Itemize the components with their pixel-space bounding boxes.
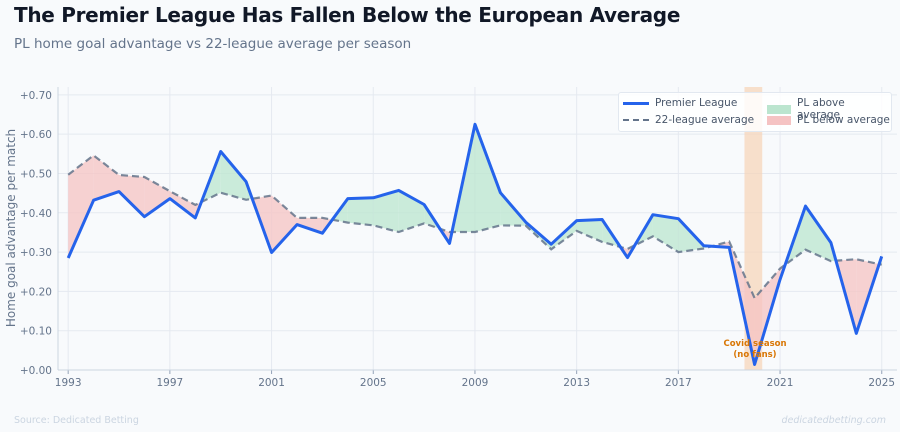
x-tick-label: 2005 — [360, 377, 387, 389]
source-note: Source: Dedicated Betting — [14, 415, 139, 426]
x-tick-label: 1997 — [156, 377, 183, 389]
series-line-22-league-average — [67, 154, 882, 301]
x-tick-label: 2009 — [462, 377, 489, 389]
x-tick-label: 2013 — [563, 377, 590, 389]
fill-above — [475, 124, 501, 232]
fill-below — [297, 217, 323, 234]
legend-label-avg: 22-league average — [655, 114, 755, 126]
legend-item-pl: Premier League — [623, 97, 737, 109]
fill-above — [220, 151, 247, 200]
covid-annotation-line2: (no fans) — [733, 350, 776, 360]
legend-label-pl: Premier League — [655, 97, 738, 109]
fill-below — [119, 175, 145, 217]
legend-swatch-pl — [623, 101, 649, 105]
brand-note: dedicatedbetting.com — [781, 415, 886, 426]
legend-swatch-above — [767, 104, 791, 114]
x-tick-label: 1993 — [55, 377, 82, 389]
chart-title: The Premier League Has Fallen Below the … — [14, 3, 681, 27]
y-tick-label: +0.00 — [20, 365, 52, 377]
fill-above — [398, 190, 425, 232]
y-tick-label: +0.30 — [20, 247, 52, 259]
legend-item-below: PL below average — [767, 114, 890, 126]
y-tick-label: +0.10 — [20, 326, 52, 338]
x-tick-label: 2001 — [258, 377, 285, 389]
x-tick-label: 2021 — [767, 377, 794, 389]
legend-item-avg: 22-league average — [623, 114, 754, 126]
fill-below — [93, 155, 119, 201]
covid-annotation-line1: Covid season — [723, 339, 786, 349]
fill-below — [271, 195, 297, 253]
chart-legend: Premier League 22-league average PL abov… — [618, 92, 892, 132]
fill-below — [144, 177, 170, 217]
legend-label-above: PL above average — [796, 97, 845, 121]
axes — [57, 87, 897, 374]
legend-swatch-below — [767, 115, 791, 125]
legend-item-above: PL above average — [767, 97, 891, 121]
x-tick-label: 2025 — [868, 377, 895, 389]
series-line-premier-league — [66, 122, 884, 366]
legend-label-below: PL below average — [797, 114, 890, 126]
y-axis-label: Home goal advantage per match — [4, 129, 18, 327]
x-tick-label: 2017 — [665, 377, 692, 389]
legend-swatch-avg — [623, 119, 649, 121]
fill-above — [652, 214, 679, 253]
fill-below — [68, 155, 94, 258]
y-tick-label: +0.50 — [20, 168, 52, 180]
chart-subtitle: PL home goal advantage vs 22-league aver… — [14, 36, 412, 52]
y-tick-label: +0.60 — [20, 129, 52, 141]
y-tick-label: +0.70 — [20, 90, 52, 102]
series-lines — [66, 122, 884, 366]
fill-above — [576, 219, 603, 242]
fill-above — [373, 190, 399, 232]
y-tick-label: +0.40 — [20, 208, 52, 220]
fill-above — [347, 197, 374, 226]
fill-above — [805, 206, 831, 262]
y-tick-label: +0.20 — [20, 286, 52, 298]
tick-labels: +0.00 +0.10 +0.20 +0.30 +0.40 +0.50 +0.60 +0.70… — [20, 90, 895, 389]
